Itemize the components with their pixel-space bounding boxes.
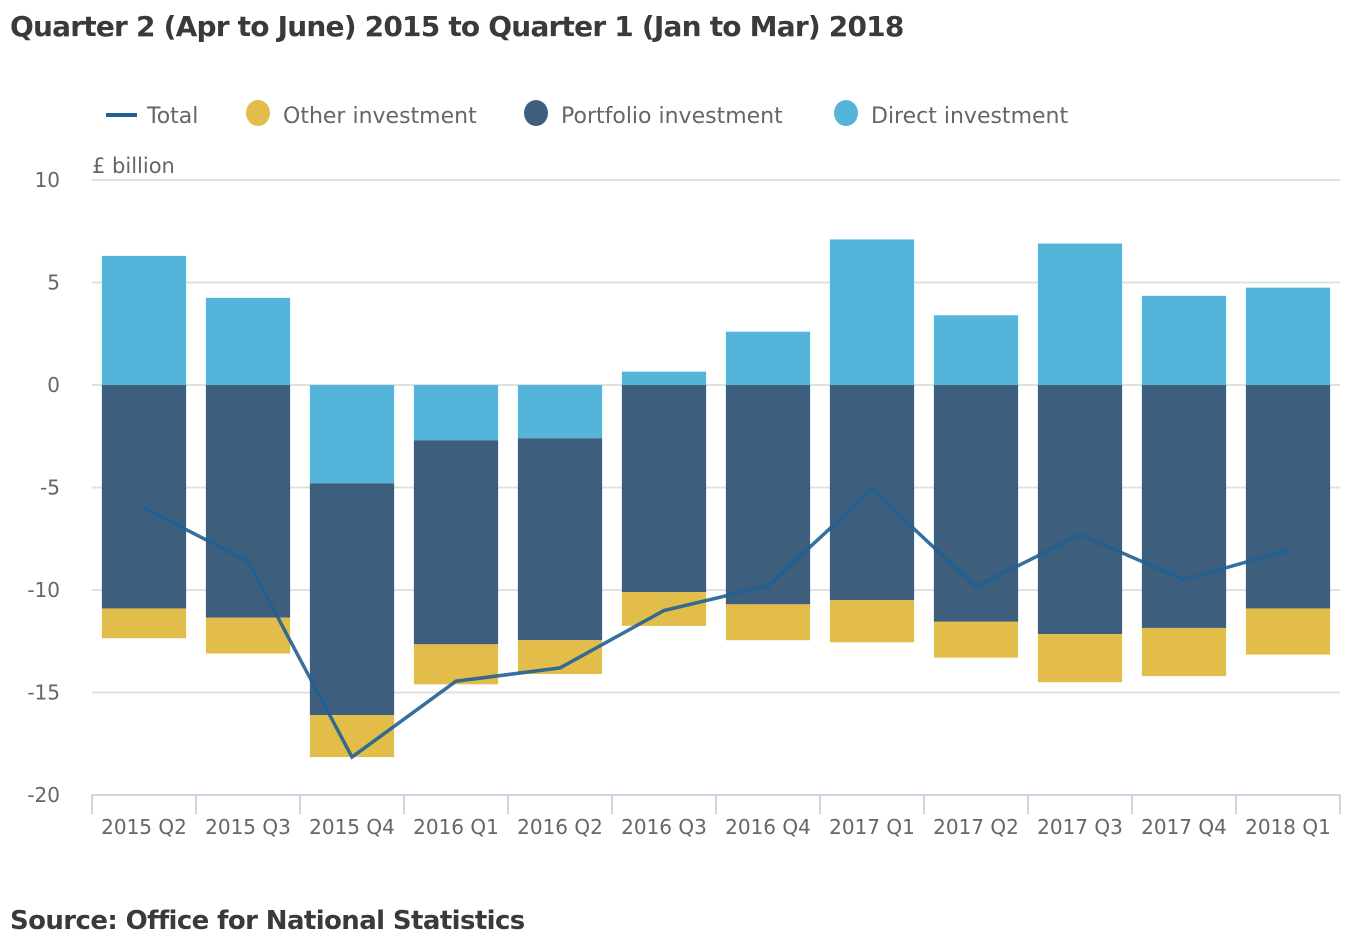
y-axis-unit-label: £ billion — [92, 154, 175, 178]
bar-direct-investment-2016-q2 — [517, 385, 603, 439]
x-tick-label: 2017 Q4 — [1141, 815, 1227, 839]
bar-other-investment-2016-q4 — [725, 604, 811, 641]
total-line-layer — [143, 487, 1289, 760]
bar-portfolio-investment-2017-q2 — [933, 385, 1019, 622]
bar-other-investment-2015-q2 — [101, 608, 187, 639]
bar-direct-investment-2017-q4 — [1141, 295, 1227, 385]
x-tick-label: 2016 Q3 — [621, 815, 707, 839]
y-tick-label: -15 — [27, 681, 60, 705]
legend-label-direct-investment: Direct investment — [871, 104, 1068, 129]
bar-portfolio-investment-2017-q1 — [829, 385, 915, 601]
legend-label-portfolio-investment: Portfolio investment — [561, 104, 783, 129]
bar-other-investment-2017-q3 — [1037, 634, 1123, 683]
bar-direct-investment-2017-q3 — [1037, 243, 1123, 385]
bar-direct-investment-2018-q1 — [1245, 287, 1331, 385]
bar-direct-investment-2016-q4 — [725, 331, 811, 385]
bar-direct-investment-2015-q2 — [101, 255, 187, 385]
x-tick-label: 2017 Q2 — [933, 815, 1019, 839]
bars — [101, 239, 1331, 758]
bar-direct-investment-2016-q3 — [621, 371, 707, 385]
bar-direct-investment-2016-q1 — [413, 385, 499, 441]
x-tick-label: 2015 Q4 — [309, 815, 395, 839]
bar-portfolio-investment-2016-q1 — [413, 440, 499, 645]
gridlines — [92, 179, 1340, 694]
legend: Total Other investment Portfolio investmen… — [106, 100, 1068, 129]
x-tick-label: 2017 Q1 — [829, 815, 915, 839]
legend-dot-icon — [834, 100, 858, 126]
bar-other-investment-2015-q3 — [205, 617, 291, 654]
x-tick-label: 2016 Q2 — [517, 815, 603, 839]
x-tick-label: 2016 Q1 — [413, 815, 499, 839]
x-tick-label: 2018 Q1 — [1245, 815, 1331, 839]
y-tick-label: -5 — [40, 476, 60, 500]
bar-portfolio-investment-2016-q4 — [725, 385, 811, 605]
bar-portfolio-investment-2015-q2 — [101, 385, 187, 609]
bar-portfolio-investment-2017-q4 — [1141, 385, 1227, 628]
y-axis-ticks: 10 5 0 -5 -10 -15 -20 — [27, 168, 60, 807]
x-tick-label: 2016 Q4 — [725, 815, 811, 839]
x-tick-label: 2015 Q2 — [101, 815, 187, 839]
bar-direct-investment-2015-q4 — [309, 385, 395, 484]
bar-other-investment-2018-q1 — [1245, 608, 1331, 655]
chart-title: Quarter 2 (Apr to June) 2015 to Quarter … — [10, 10, 904, 43]
bar-portfolio-investment-2018-q1 — [1245, 385, 1331, 609]
bar-direct-investment-2017-q2 — [933, 315, 1019, 385]
x-axis: 2015 Q2 2015 Q3 2015 Q4 2016 Q1 2016 Q2 2016 … — [91, 794, 1341, 839]
bar-portfolio-investment-2015-q3 — [205, 385, 291, 618]
bar-portfolio-investment-2016-q2 — [517, 438, 603, 641]
legend-label-total: Total — [146, 104, 198, 129]
y-tick-label: 0 — [47, 373, 60, 397]
x-tick-label: 2017 Q3 — [1037, 815, 1123, 839]
y-tick-label: 10 — [35, 168, 60, 192]
bar-other-investment-2017-q1 — [829, 600, 915, 643]
legend-dot-icon — [524, 100, 548, 126]
y-tick-label: 5 — [47, 271, 60, 295]
bar-other-investment-2017-q4 — [1141, 627, 1227, 677]
bar-direct-investment-2015-q3 — [205, 297, 291, 385]
x-tick-label: 2015 Q3 — [205, 815, 291, 839]
legend-dot-icon — [246, 100, 270, 126]
y-tick-label: -10 — [27, 578, 60, 602]
bar-portfolio-investment-2015-q4 — [309, 483, 395, 716]
bar-portfolio-investment-2016-q3 — [621, 385, 707, 593]
bar-other-investment-2017-q2 — [933, 621, 1019, 658]
legend-label-other-investment: Other investment — [283, 104, 477, 129]
bar-direct-investment-2017-q1 — [829, 239, 915, 385]
source-note: Source: Office for National Statistics — [10, 906, 525, 936]
bar-portfolio-investment-2017-q3 — [1037, 385, 1123, 635]
total-line — [143, 487, 1289, 760]
y-tick-label: -20 — [27, 783, 60, 807]
